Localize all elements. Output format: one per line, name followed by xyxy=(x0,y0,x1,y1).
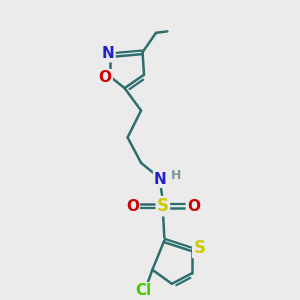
Text: S: S xyxy=(193,239,205,257)
Text: Cl: Cl xyxy=(135,283,152,298)
Text: O: O xyxy=(187,199,200,214)
Text: S: S xyxy=(157,197,169,215)
Text: H: H xyxy=(171,169,181,182)
Text: O: O xyxy=(99,70,112,85)
Text: O: O xyxy=(126,199,139,214)
Text: N: N xyxy=(102,46,115,61)
Text: N: N xyxy=(154,172,167,187)
